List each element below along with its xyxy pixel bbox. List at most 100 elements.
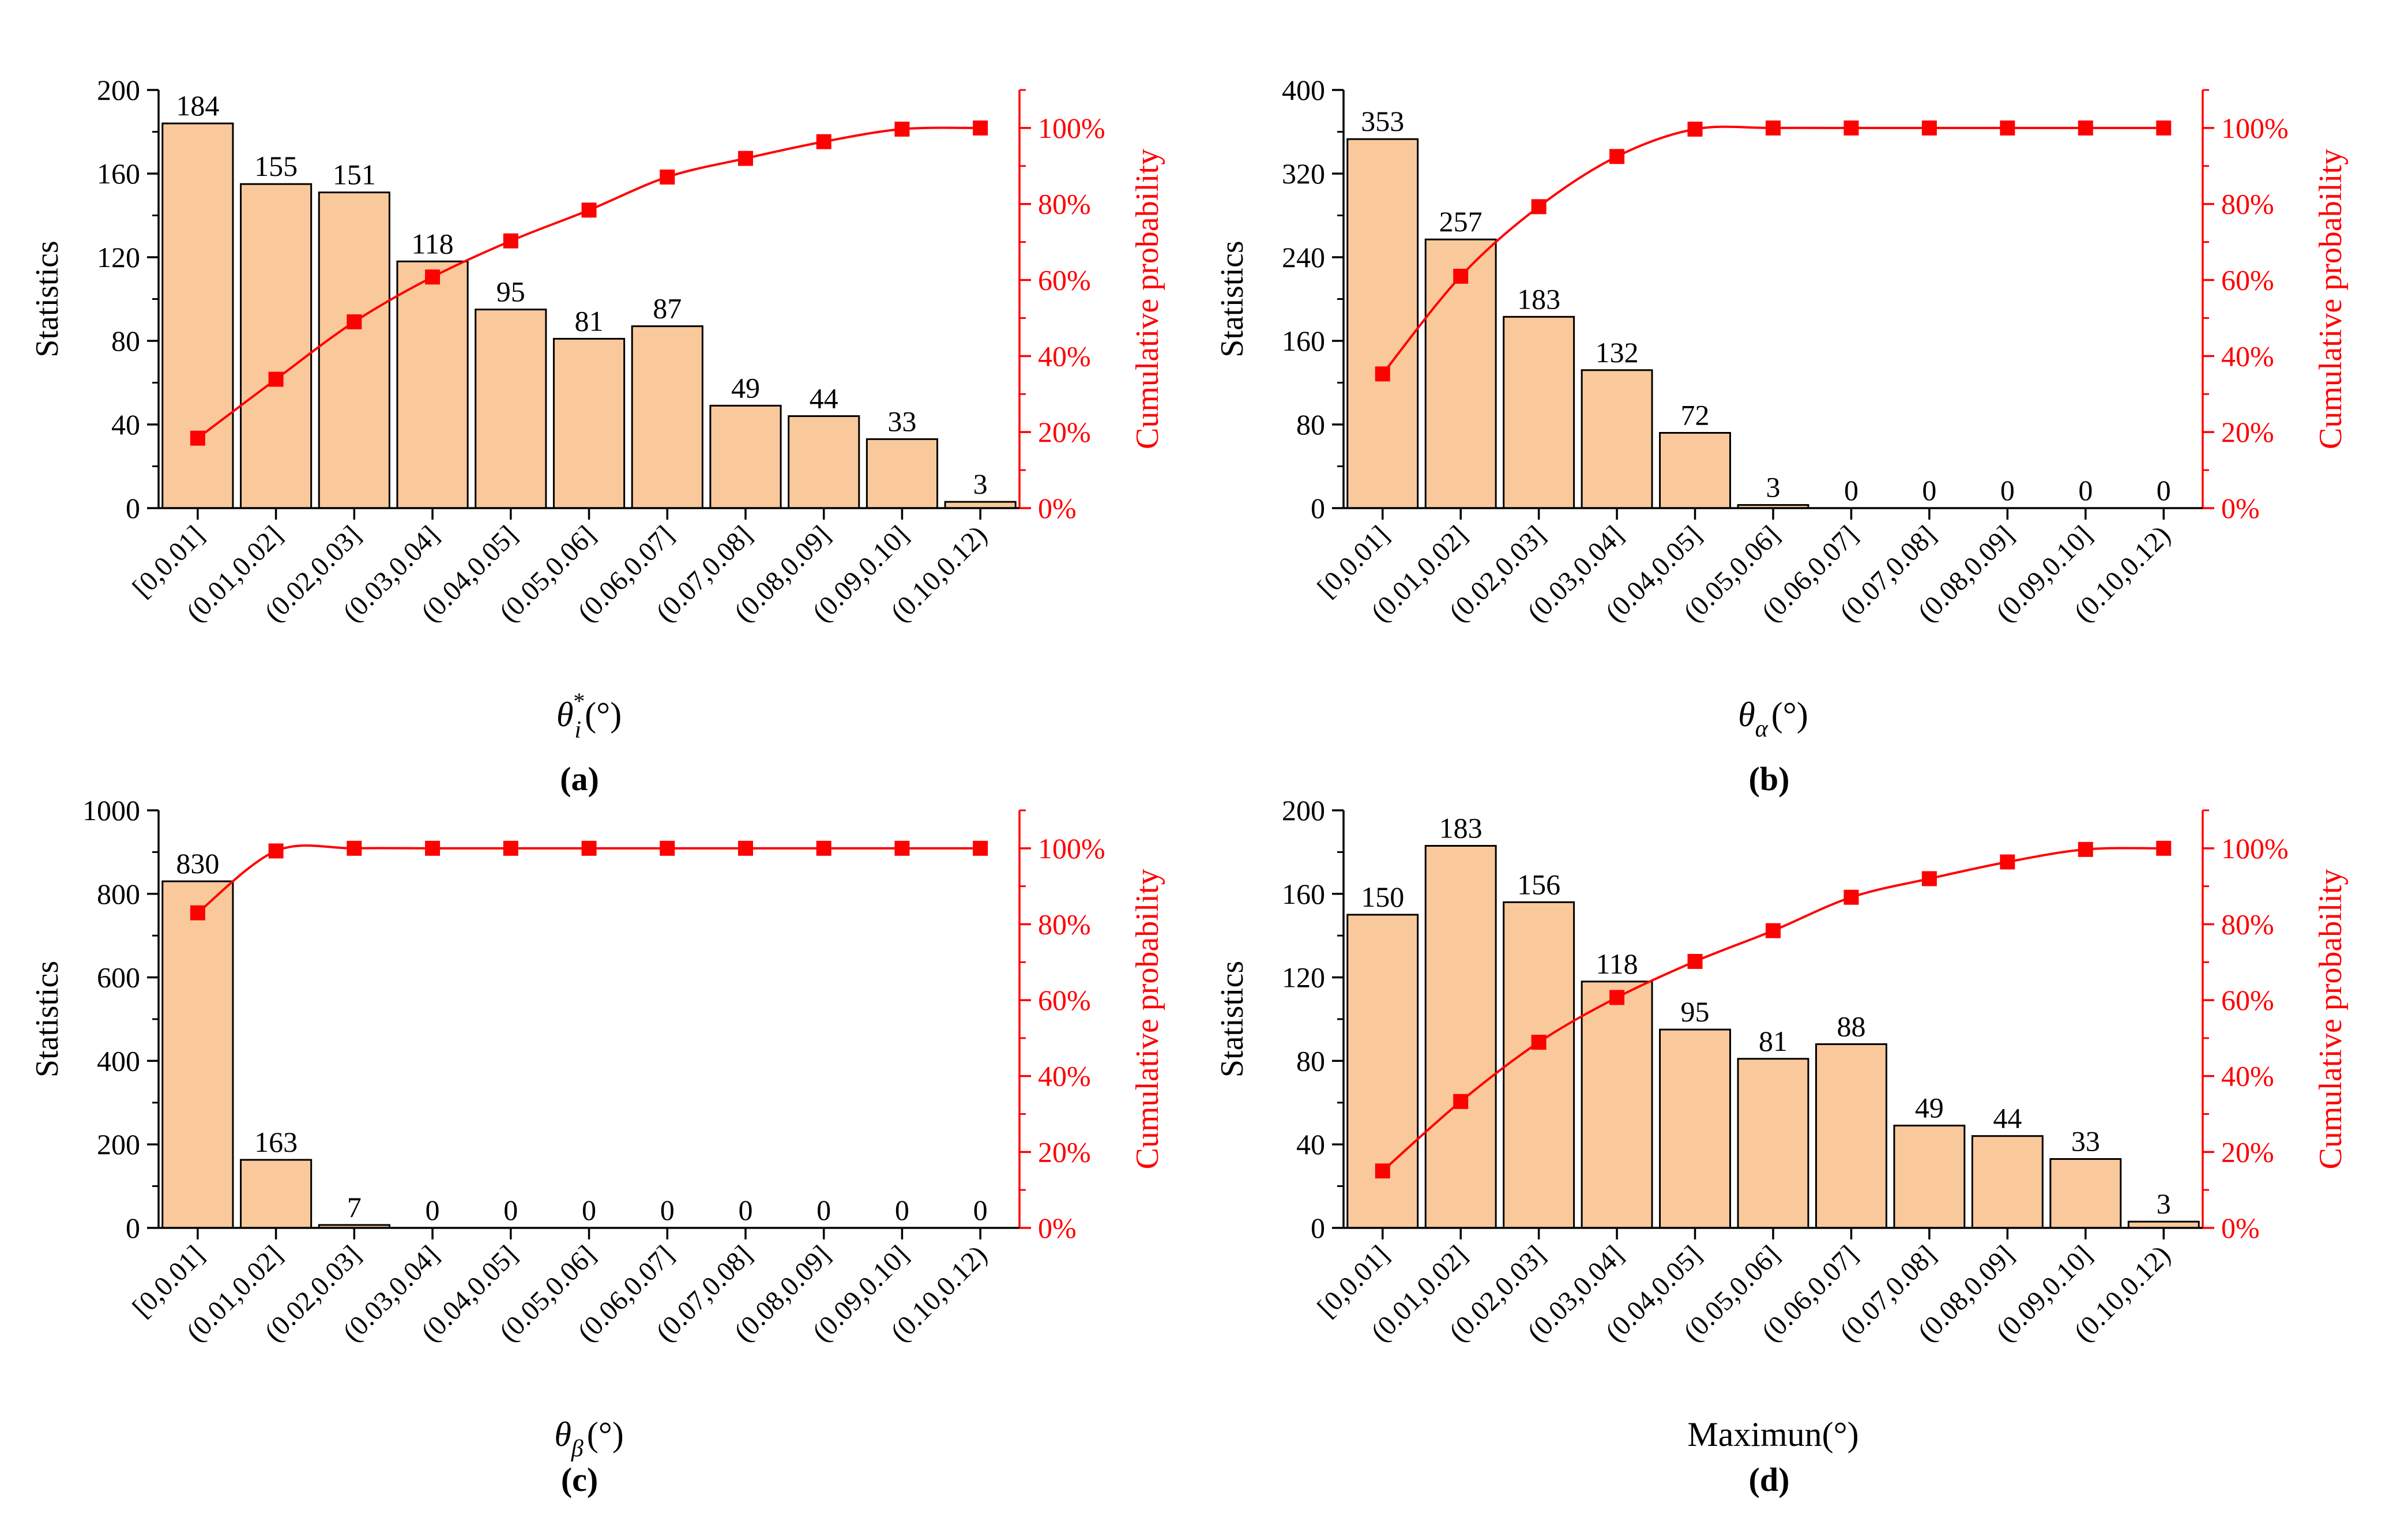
cumulative-marker-6 xyxy=(1843,889,1859,905)
bar-value-label: 0 xyxy=(2157,474,2171,506)
panel-caption-d: (d) xyxy=(1749,1461,1790,1498)
bar-value-label: 3 xyxy=(1766,471,1781,504)
bar-value-label: 81 xyxy=(575,305,604,337)
left-tick-label: 400 xyxy=(1282,74,1325,106)
bar-value-label: 3 xyxy=(2157,1188,2171,1220)
left-tick-label: 800 xyxy=(97,878,140,910)
left-tick-label: 0 xyxy=(126,492,140,524)
bar-value-label: 183 xyxy=(1517,283,1560,315)
x-axis-title-unit: (°) xyxy=(587,1415,624,1453)
cumulative-marker-6 xyxy=(660,840,675,856)
left-tick-label: 200 xyxy=(97,1128,140,1160)
cumulative-marker-10 xyxy=(973,120,988,136)
bar-value-label: 150 xyxy=(1361,881,1404,913)
bar-1 xyxy=(240,183,313,509)
bar-2 xyxy=(318,191,390,509)
left-tick-label: 320 xyxy=(1282,157,1325,190)
cumulative-marker-0 xyxy=(1375,1163,1390,1179)
cumulative-marker-5 xyxy=(581,202,597,218)
bar-9 xyxy=(2049,1158,2122,1229)
cumulative-marker-9 xyxy=(2078,841,2093,857)
right-tick-label: 20% xyxy=(1038,1136,1091,1168)
right-tick-label: 40% xyxy=(2221,340,2274,372)
cumulative-marker-6 xyxy=(1843,120,1859,136)
cumulative-marker-9 xyxy=(894,840,910,856)
x-axis-title: Maximun(°) xyxy=(1687,1415,1858,1453)
right-tick-label: 100% xyxy=(2221,832,2289,865)
right-tick-label: 40% xyxy=(1038,340,1091,372)
right-tick-label: 100% xyxy=(1038,832,1105,865)
bar-value-label: 33 xyxy=(2071,1125,2100,1158)
bar-0 xyxy=(1346,138,1419,509)
left-axis-title: Statistics xyxy=(29,961,65,1077)
cumulative-marker-9 xyxy=(894,121,910,137)
bar-value-label: 0 xyxy=(817,1194,831,1226)
cumulative-marker-7 xyxy=(1921,120,1937,136)
x-axis-title-sub: β xyxy=(571,1436,584,1462)
bar-value-label: 0 xyxy=(895,1194,909,1226)
left-tick-label: 80 xyxy=(1296,408,1325,441)
left-tick-label: 0 xyxy=(126,1212,140,1244)
bar-value-label: 95 xyxy=(1681,995,1710,1028)
bar-value-label: 44 xyxy=(1993,1102,2022,1134)
bar-value-label: 183 xyxy=(1439,812,1483,844)
cumulative-marker-0 xyxy=(190,905,205,920)
left-axis-title: Statistics xyxy=(1214,961,1250,1077)
bar-value-label: 88 xyxy=(1837,1010,1865,1042)
left-tick-label: 600 xyxy=(97,961,140,994)
left-axis-title: Statistics xyxy=(29,241,65,357)
bar-1 xyxy=(1424,845,1497,1229)
chart-panel-c: 830 163 7 0 0 0 0 0 0 0 0 0 200 400 600 800 1000 Statisti… xyxy=(29,794,1165,1498)
bar-value-label: 87 xyxy=(653,292,682,325)
left-axis-title: Statistics xyxy=(1214,241,1250,357)
right-tick-label: 0% xyxy=(2221,1212,2260,1244)
x-axis-title-unit: (°) xyxy=(585,696,622,734)
bar-value-label: 95 xyxy=(496,276,525,308)
cumulative-marker-4 xyxy=(1687,121,1703,137)
bar-value-label: 118 xyxy=(411,227,453,260)
x-axis-title-sub: i xyxy=(574,717,581,743)
right-tick-label: 0% xyxy=(2221,492,2260,524)
cumulative-marker-8 xyxy=(2000,120,2015,136)
cumulative-marker-5 xyxy=(1766,923,1781,938)
cumulative-marker-0 xyxy=(1375,366,1390,382)
bar-7 xyxy=(1893,1125,1966,1229)
cumulative-marker-1 xyxy=(1453,268,1469,284)
x-axis-title: θα (°) xyxy=(1738,696,1808,742)
cumulative-marker-2 xyxy=(1531,199,1547,215)
cumulative-marker-3 xyxy=(1609,149,1625,164)
bar-7 xyxy=(709,404,782,509)
bar-value-label: 72 xyxy=(1681,399,1710,431)
panel-caption-a: (a) xyxy=(560,760,599,798)
bar-8 xyxy=(788,415,860,509)
bar-value-label: 155 xyxy=(254,150,298,182)
cumulative-marker-0 xyxy=(190,430,205,446)
right-axis-title: Cumulative probability xyxy=(1130,149,1165,449)
right-tick-label: 60% xyxy=(2221,264,2274,296)
left-tick-label: 40 xyxy=(1296,1128,1325,1160)
cumulative-marker-7 xyxy=(738,151,753,166)
right-tick-label: 80% xyxy=(2221,908,2274,940)
left-tick-label: 40 xyxy=(111,408,140,441)
x-axis-title: θ* i (°) xyxy=(556,688,622,743)
bar-value-label: 0 xyxy=(1844,474,1858,506)
bar-value-label: 0 xyxy=(2000,474,2015,506)
bar-value-label: 0 xyxy=(503,1194,518,1226)
cumulative-marker-4 xyxy=(503,840,518,856)
bar-3 xyxy=(1581,369,1653,509)
x-axis-title-main: θ xyxy=(556,696,573,734)
left-tick-label: 0 xyxy=(1311,1212,1325,1244)
panel-caption-b: (b) xyxy=(1749,760,1790,798)
x-axis-title-main: θ xyxy=(1738,696,1755,734)
bar-value-label: 132 xyxy=(1596,336,1639,369)
bar-value-label: 0 xyxy=(973,1194,988,1226)
bar-value-label: 49 xyxy=(1915,1092,1944,1124)
bar-value-label: 0 xyxy=(582,1194,596,1226)
left-tick-label: 240 xyxy=(1282,241,1325,273)
cumulative-marker-2 xyxy=(347,314,362,330)
cumulative-line xyxy=(197,126,981,439)
bar-5 xyxy=(552,337,626,509)
bar-6 xyxy=(1815,1043,1887,1229)
bar-0 xyxy=(161,122,234,509)
bar-value-label: 830 xyxy=(176,847,219,880)
